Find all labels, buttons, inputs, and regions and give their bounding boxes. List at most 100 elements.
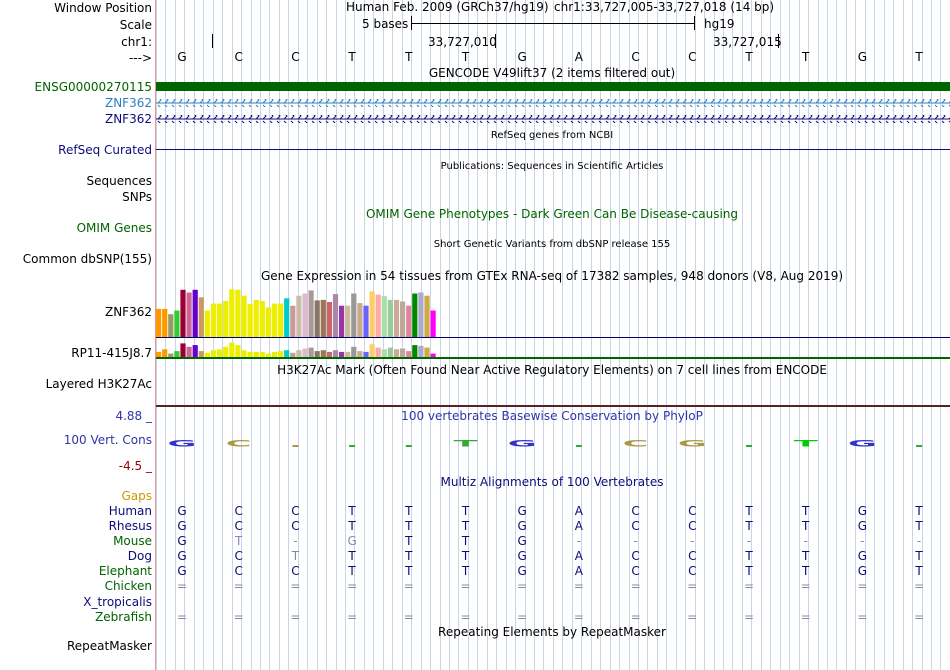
gtex-tissue-bar[interactable] [186,292,192,338]
gtex-tissue-bar[interactable] [174,310,180,338]
gtex-tissue-bar[interactable] [296,350,302,357]
gtex-tissue-bar[interactable] [387,347,393,357]
gtex-tissue-bar[interactable] [406,351,412,357]
gtex-tissue-bar[interactable] [351,346,357,357]
gtex-tissue-bar[interactable] [314,300,320,337]
gtex-tissue-bar[interactable] [229,342,235,357]
gtex-tissue-bar[interactable] [351,293,357,338]
gencode-gene-label[interactable]: ENSG00000270115 [34,80,152,94]
gtex-tissue-bar[interactable] [393,349,400,357]
gtex-tissue-bar[interactable] [247,351,253,357]
znf362-label-a[interactable]: ZNF362 [104,96,152,110]
gtex-tissue-bar[interactable] [253,299,259,337]
gtex-tissue-bar[interactable] [168,353,174,357]
gtex-tissue-bar[interactable] [192,345,198,357]
gtex-tissue-bar[interactable] [326,351,332,357]
gtex-tissue-bar[interactable] [290,352,296,357]
gtex-tissue-bar[interactable] [393,299,400,337]
gtex-tissue-bar[interactable] [363,351,369,357]
gtex-tissue-bar[interactable] [210,350,217,357]
common-dbsnp-label[interactable]: Common dbSNP(155) [22,252,152,266]
gtex-tissue-bar[interactable] [430,310,436,338]
gtex-tissue-bar[interactable] [180,289,186,337]
repeatmasker-label[interactable]: RepeatMasker [66,639,152,653]
gtex-tissue-bar[interactable] [192,289,198,337]
gtex-tissue-bar[interactable] [424,347,430,357]
gtex-tissue-bar[interactable] [369,291,375,337]
gtex-tissue-bar[interactable] [412,345,418,357]
refseq-line[interactable] [156,149,950,150]
gtex-tissue-bar[interactable] [235,289,241,337]
refseq-curated-label[interactable]: RefSeq Curated [58,143,152,157]
gtex-tissue-bar[interactable] [412,293,418,338]
gtex-tissue-bar[interactable] [314,351,320,357]
gtex-tissue-bar[interactable] [290,305,296,337]
gtex-tissue-bar[interactable] [223,346,229,357]
gtex-tissue-bar[interactable] [363,305,369,337]
gtex-tissue-bar[interactable] [259,301,265,337]
znf362-transcripts[interactable] [156,96,950,126]
gtex-znf362-bars[interactable] [156,284,950,338]
gtex-tissue-bar[interactable] [357,351,363,357]
gtex-tissue-bar[interactable] [162,308,168,337]
gtex-tissue-bar[interactable] [320,299,326,337]
snps-label[interactable]: SNPs [122,190,152,204]
gtex-tissue-bar[interactable] [375,294,381,337]
gtex-tissue-bar[interactable] [223,301,229,337]
gtex-tissue-bar[interactable] [381,296,387,337]
gtex-znf362-label[interactable]: ZNF362 [104,305,152,319]
gtex-tissue-bar[interactable] [302,293,308,338]
gtex-tissue-bar[interactable] [339,305,345,337]
gtex-tissue-bar[interactable] [332,294,339,337]
gtex-tissue-bar[interactable] [198,351,204,357]
h3k27ac-line[interactable] [156,405,950,407]
omim-genes-label[interactable]: OMIM Genes [76,221,152,235]
gtex-tissue-bar[interactable] [186,346,192,357]
gtex-tissue-bar[interactable] [253,351,259,357]
gencode-gene-bar[interactable] [156,82,950,91]
gtex-tissue-bar[interactable] [271,303,278,337]
gtex-rp11-bars[interactable] [156,340,950,357]
gtex-tissue-bar[interactable] [180,343,186,357]
gtex-tissue-bar[interactable] [265,353,271,357]
gtex-tissue-bar[interactable] [198,297,204,338]
gtex-rp11-label[interactable]: RP11-415J8.7 [71,346,152,360]
gtex-tissue-bar[interactable] [278,351,284,357]
vert-cons-label[interactable]: 100 Vert. Cons [63,433,152,447]
track-area[interactable]: Human Feb. 2009 (GRCh37/hg19) chr1:33,72… [156,0,950,670]
gtex-tissue-bar[interactable] [217,303,223,337]
znf362-label-b[interactable]: ZNF362 [104,112,152,126]
gtex-tissue-bar[interactable] [345,305,351,337]
gtex-tissue-bar[interactable] [400,348,406,358]
gtex-tissue-bar[interactable] [406,305,412,337]
gtex-tissue-bar[interactable] [308,347,314,357]
sequences-label[interactable]: Sequences [86,174,152,188]
gtex-tissue-bar[interactable] [241,295,247,337]
gtex-tissue-bar[interactable] [204,310,210,338]
gtex-tissue-bar[interactable] [156,351,162,357]
gtex-tissue-bar[interactable] [400,301,406,338]
gtex-tissue-bar[interactable] [204,352,210,357]
gtex-tissue-bar[interactable] [162,349,168,357]
gtex-tissue-bar[interactable] [265,307,271,337]
gtex-tissue-bar[interactable] [308,290,314,337]
gtex-tissue-bar[interactable] [424,295,430,337]
gtex-tissue-bar[interactable] [284,350,290,357]
gtex-tissue-bar[interactable] [259,351,265,357]
gtex-tissue-bar[interactable] [418,345,424,357]
gtex-tissue-bar[interactable] [296,295,302,337]
gtex-tissue-bar[interactable] [241,350,247,357]
gtex-tissue-bar[interactable] [278,303,284,337]
gtex-tissue-bar[interactable] [345,351,351,357]
gtex-tissue-bar[interactable] [326,302,332,337]
gtex-tissue-bar[interactable] [174,351,180,357]
gtex-tissue-bar[interactable] [387,299,393,337]
gtex-tissue-bar[interactable] [210,303,217,337]
gtex-tissue-bar[interactable] [320,350,326,357]
gtex-tissue-bar[interactable] [381,349,387,357]
gtex-tissue-bar[interactable] [357,303,363,337]
gtex-tissue-bar[interactable] [375,347,381,357]
gtex-tissue-bar[interactable] [284,298,290,337]
znf362-transcript-a[interactable] [156,99,950,107]
